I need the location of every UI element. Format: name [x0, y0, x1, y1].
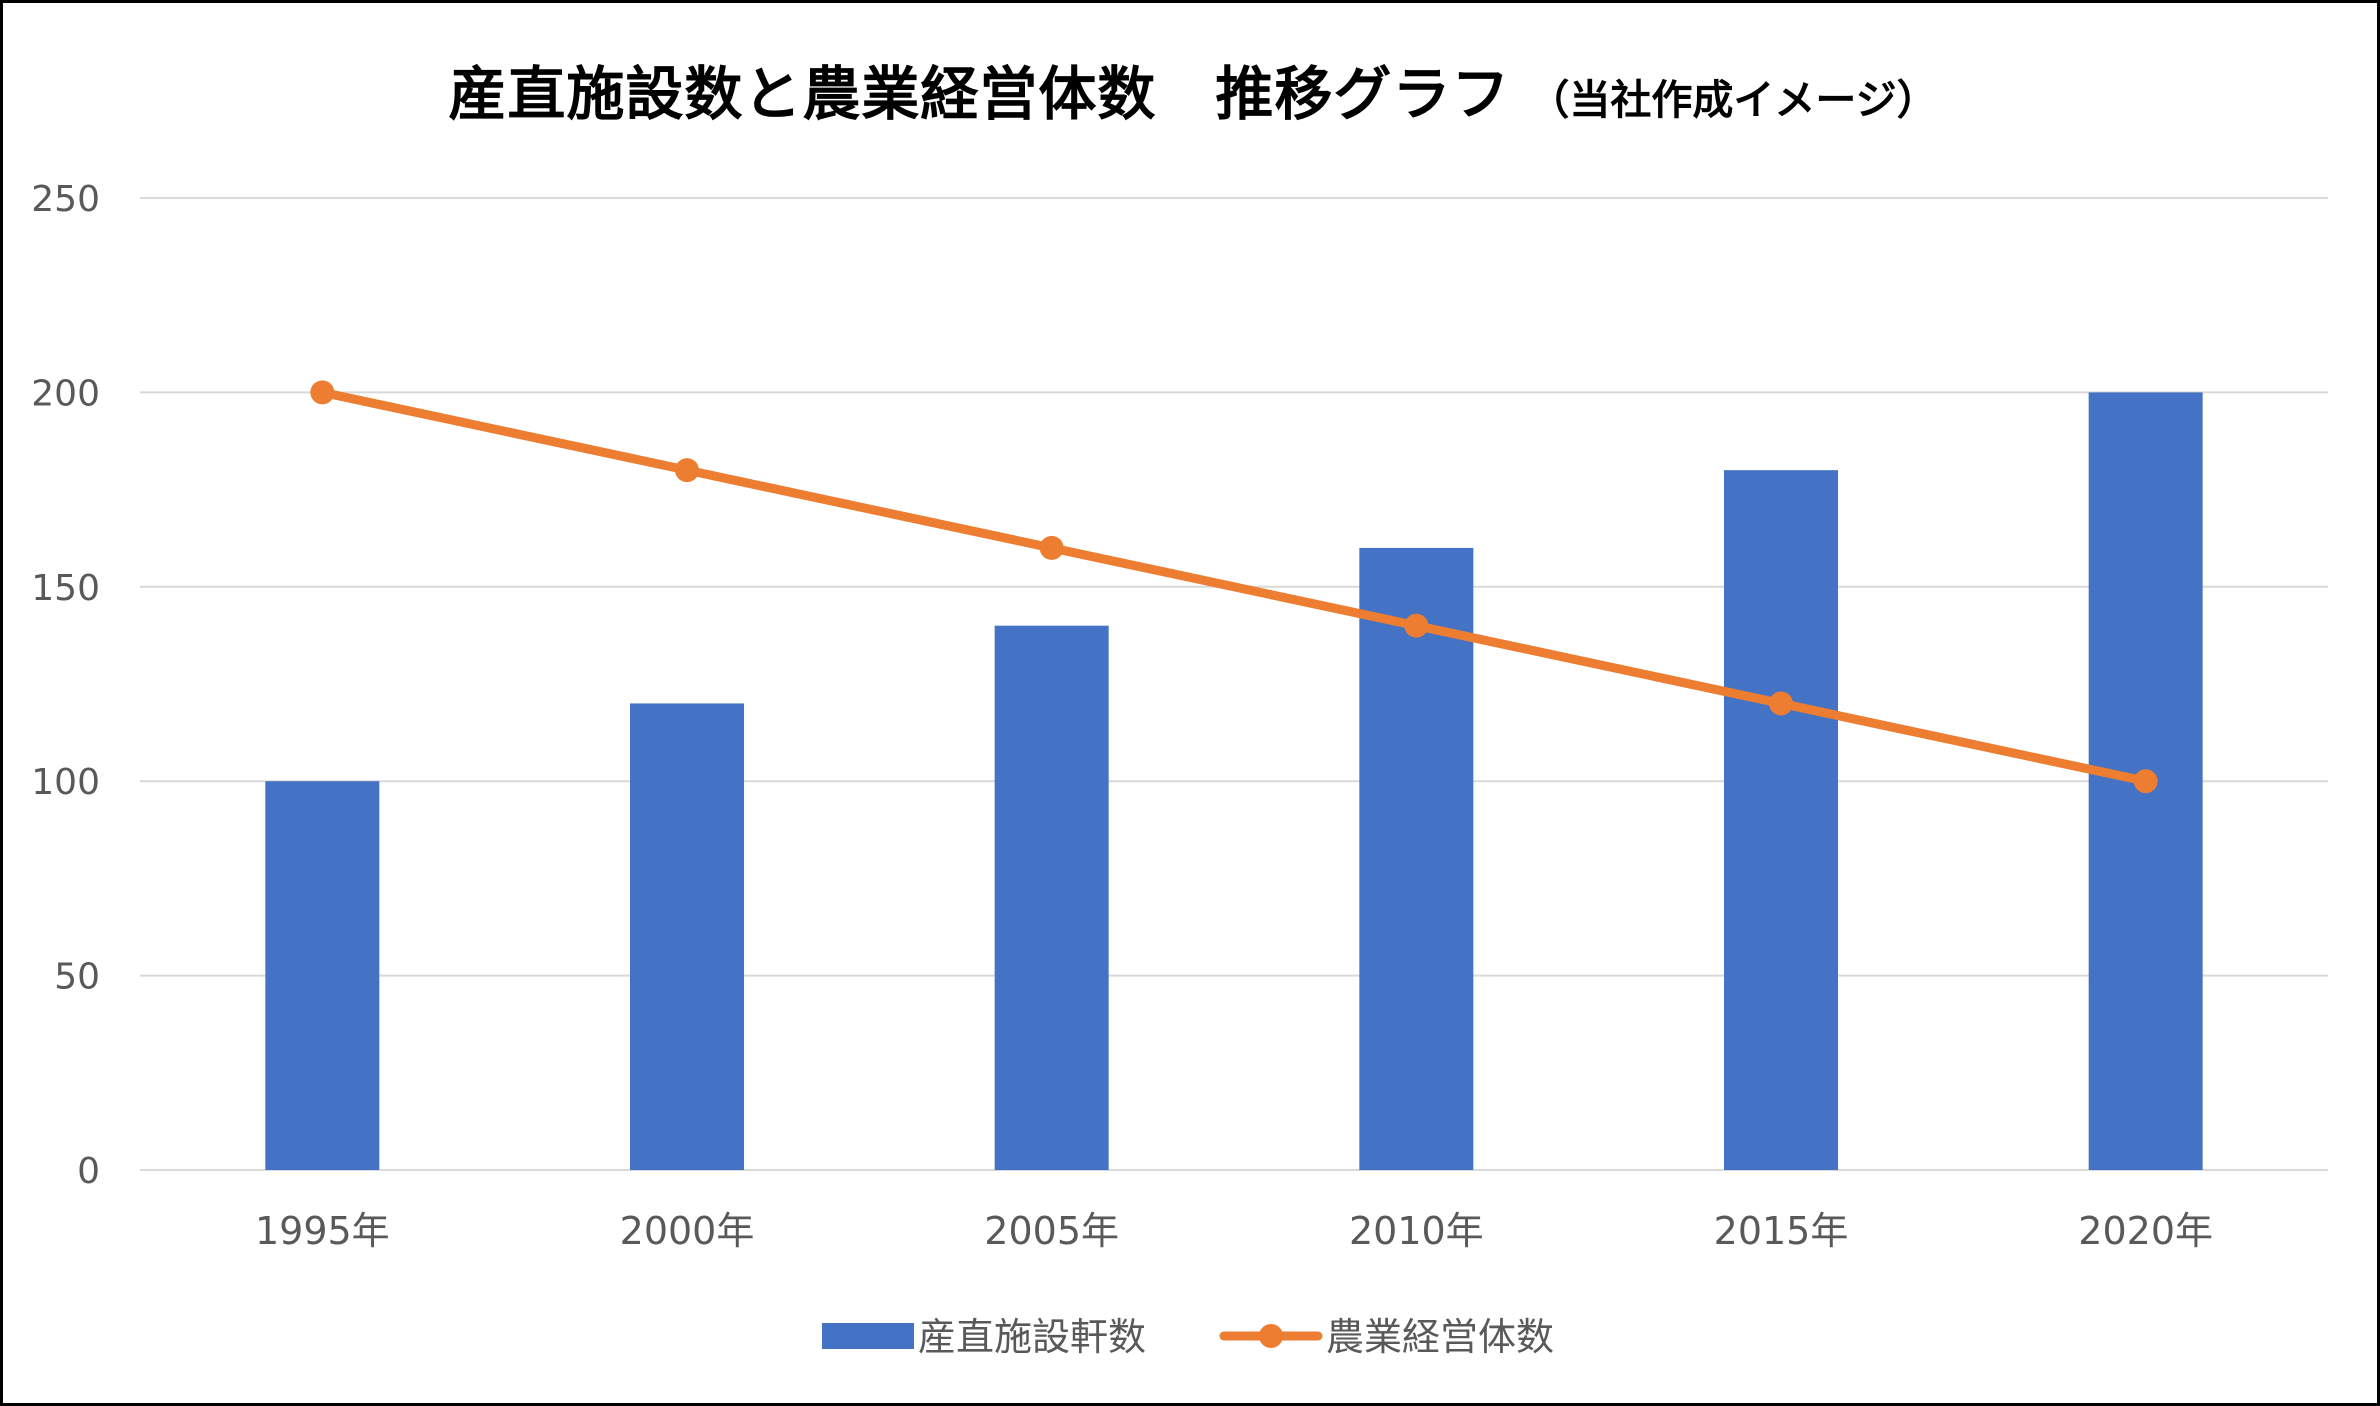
x-tick-label-2: 2005年: [984, 1209, 1119, 1253]
y-tick-label-0: 0: [77, 1151, 100, 1192]
chart-title-sub: （当社作成イメージ）: [1528, 76, 1938, 124]
line-series-path: [317, 387, 2151, 786]
legend-line-label: 農業経営体数: [1326, 1315, 1554, 1359]
line-point-2010年: [1404, 613, 1429, 638]
x-tick-label-3: 2010年: [1349, 1209, 1484, 1253]
bar-2015年: [1724, 470, 1838, 1170]
bar-2000年: [630, 703, 744, 1170]
legend-bar-swatch: [822, 1323, 914, 1349]
y-tick-label-100: 100: [31, 762, 100, 803]
y-tick-label-50: 50: [54, 957, 100, 998]
y-tick-label-250: 250: [31, 179, 100, 220]
bar-2010年: [1359, 547, 1474, 1170]
legend-bar-label: 産直施設軒数: [918, 1315, 1146, 1359]
chart-title: 産直施設数と農業経営体数 推移グラフ （当社作成イメージ）: [3, 47, 2380, 131]
legend-line-marker: [1259, 1324, 1283, 1348]
y-tick-label-150: 150: [31, 568, 100, 609]
chart-title-main: 産直施設数と農業経営体数 推移グラフ: [448, 60, 1511, 128]
line-point-1995年: [310, 380, 335, 405]
bar-2005年: [994, 625, 1109, 1170]
bar-1995年: [265, 781, 380, 1170]
line-point-2005年: [1039, 535, 1064, 560]
x-tick-label-0: 1995年: [255, 1209, 390, 1253]
x-tick-label-4: 2015年: [1714, 1209, 1849, 1253]
line-point-2000年: [675, 458, 699, 483]
line-point-2020年: [2133, 769, 2158, 794]
y-tick-label-200: 200: [31, 373, 100, 414]
x-tick-label-5: 2020年: [2078, 1209, 2213, 1253]
x-tick-label-1: 2000年: [620, 1209, 755, 1253]
line-point-2015年: [1769, 691, 1793, 716]
